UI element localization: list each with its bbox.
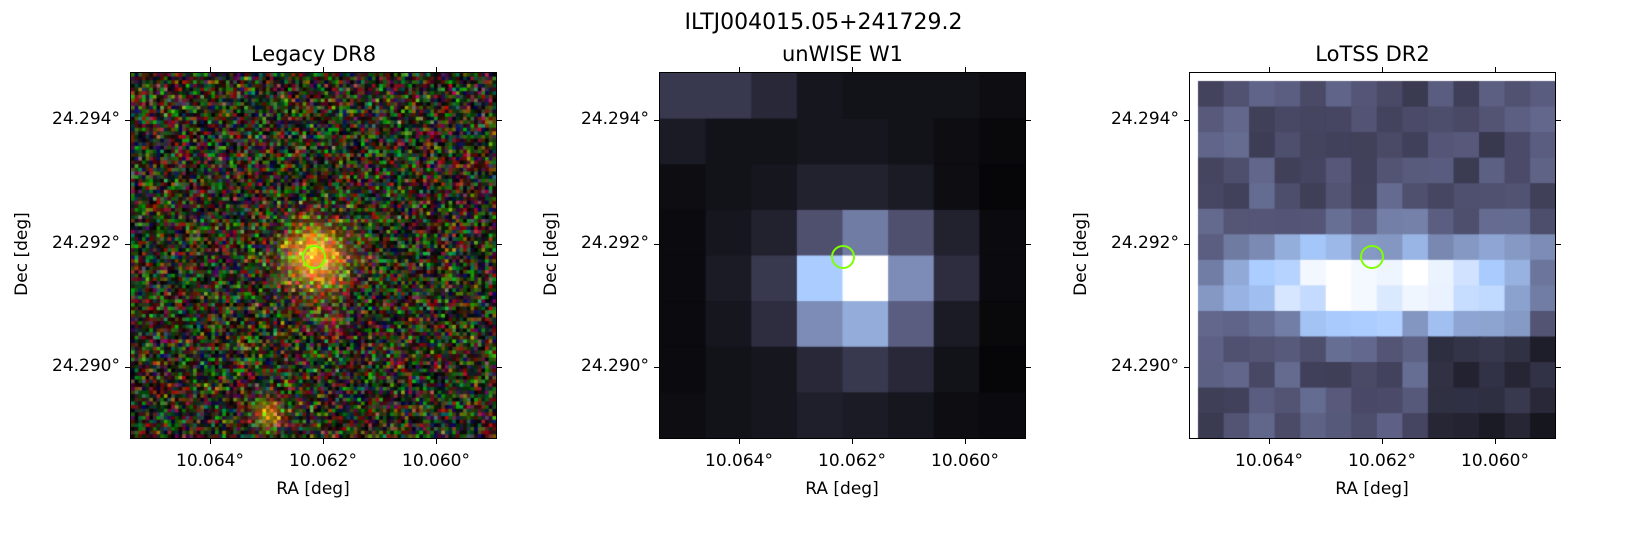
x-tick-top <box>1495 67 1496 72</box>
x-tick-bottom <box>323 439 324 444</box>
panel-title: unWISE W1 <box>782 42 903 66</box>
y-tick-label: 24.292° <box>581 233 649 253</box>
x-tick-label: 10.062° <box>818 451 886 471</box>
panel-title: Legacy DR8 <box>250 42 377 66</box>
x-tick-label: 10.060° <box>402 451 470 471</box>
x-tick-bottom <box>1382 439 1383 444</box>
y-tick-right <box>1026 244 1031 245</box>
y-tick-label: 24.290° <box>581 356 649 376</box>
x-tick-top <box>852 67 853 72</box>
x-tick-bottom <box>1495 439 1496 444</box>
y-tick-left <box>125 367 130 368</box>
x-tick-label: 10.060° <box>1461 451 1529 471</box>
x-tick-bottom <box>965 439 966 444</box>
y-tick-label: 24.292° <box>1111 233 1179 253</box>
y-tick-label: 24.294° <box>581 109 649 129</box>
x-tick-top <box>739 67 740 72</box>
x-tick-label: 10.064° <box>705 451 773 471</box>
x-tick-bottom <box>739 439 740 444</box>
source-marker-circle <box>831 245 855 269</box>
x-tick-top <box>323 67 324 72</box>
x-tick-top <box>436 67 437 72</box>
y-tick-right <box>497 367 502 368</box>
x-tick-bottom <box>436 439 437 444</box>
y-axis-label: Dec [deg] <box>1071 212 1091 296</box>
y-tick-left <box>654 367 659 368</box>
x-axis-label: RA [deg] <box>276 479 350 499</box>
x-tick-label: 10.060° <box>931 451 999 471</box>
x-tick-label: 10.064° <box>176 451 244 471</box>
x-tick-bottom <box>1269 439 1270 444</box>
y-tick-left <box>125 120 130 121</box>
x-axis-label: RA [deg] <box>1335 479 1409 499</box>
source-marker-circle <box>302 245 326 269</box>
y-tick-label: 24.290° <box>1111 356 1179 376</box>
y-tick-left <box>125 244 130 245</box>
y-tick-right <box>497 244 502 245</box>
x-tick-top <box>1382 67 1383 72</box>
x-tick-top <box>965 67 966 72</box>
x-tick-label: 10.064° <box>1235 451 1303 471</box>
y-tick-right <box>1556 367 1561 368</box>
y-axis-label: Dec [deg] <box>12 212 32 296</box>
x-tick-bottom <box>852 439 853 444</box>
y-tick-label: 24.290° <box>52 356 120 376</box>
y-tick-left <box>654 120 659 121</box>
y-tick-label: 24.294° <box>1111 109 1179 129</box>
y-tick-label: 24.294° <box>52 109 120 129</box>
y-tick-right <box>1556 120 1561 121</box>
x-tick-label: 10.062° <box>1348 451 1416 471</box>
figure-title: ILTJ004015.05+241729.2 <box>684 10 963 35</box>
x-tick-bottom <box>210 439 211 444</box>
y-tick-left <box>1184 244 1189 245</box>
y-axis-label: Dec [deg] <box>541 212 561 296</box>
x-tick-top <box>1269 67 1270 72</box>
x-tick-label: 10.062° <box>289 451 357 471</box>
y-tick-right <box>1556 244 1561 245</box>
y-tick-right <box>1026 120 1031 121</box>
y-tick-left <box>654 244 659 245</box>
y-tick-right <box>497 120 502 121</box>
y-tick-right <box>1026 367 1031 368</box>
y-tick-left <box>1184 120 1189 121</box>
y-tick-label: 24.292° <box>52 233 120 253</box>
y-tick-left <box>1184 367 1189 368</box>
source-marker-circle <box>1360 245 1384 269</box>
x-tick-top <box>210 67 211 72</box>
panel-title: LoTSS DR2 <box>1315 42 1430 66</box>
x-axis-label: RA [deg] <box>805 479 879 499</box>
